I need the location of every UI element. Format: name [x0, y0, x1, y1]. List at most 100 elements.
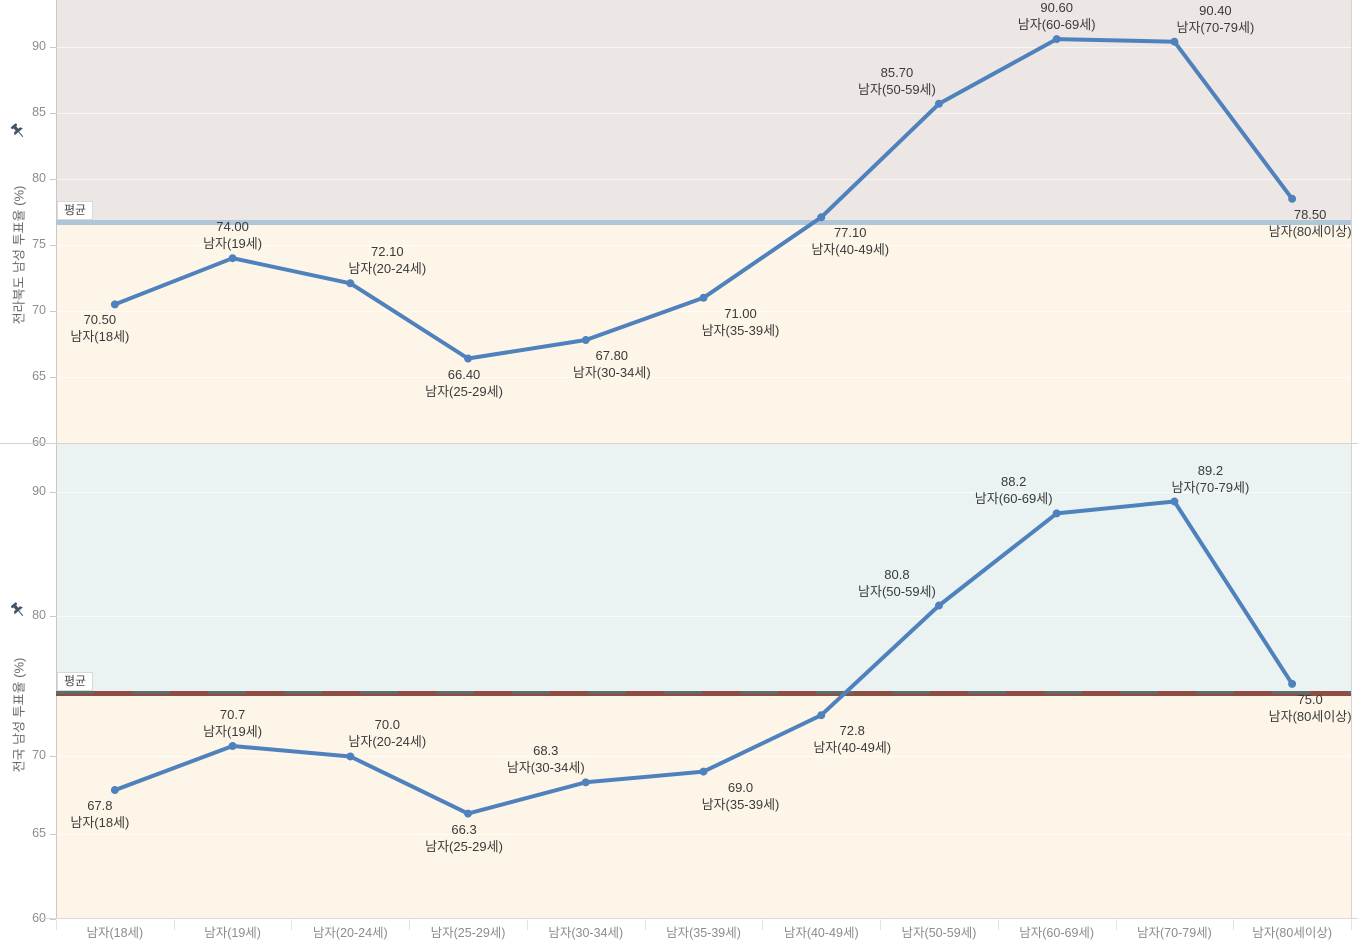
y-tick-label: 70 [32, 748, 46, 763]
data-point[interactable] [1052, 509, 1061, 518]
data-category: 남자(25-29세) [425, 383, 503, 399]
data-point[interactable] [1288, 194, 1297, 203]
average-line-label-bottom: 평균 [57, 672, 94, 692]
data-value: 72.10 [371, 244, 404, 260]
data-category: 남자(80세이상) [1268, 223, 1352, 239]
data-category: 남자(35-39세) [701, 796, 780, 812]
data-point[interactable] [110, 786, 119, 795]
data-point[interactable] [1170, 37, 1179, 46]
y-tick-label: 90 [32, 39, 46, 53]
data-category: 남자(80세이상) [1268, 708, 1352, 724]
x-tick-label: 남자(40-49세) [783, 926, 859, 940]
region-above-average [56, 0, 1351, 223]
y-tick-label: 90 [32, 484, 46, 499]
gridline [56, 113, 1351, 114]
data-category: 남자(20-24세) [348, 261, 427, 277]
data-value: 90.40 [1199, 2, 1232, 18]
data-point-label: 69.0 남자(35-39세) [702, 779, 780, 813]
gridline [56, 377, 1351, 378]
gridline [56, 47, 1351, 48]
gridline [56, 311, 1351, 312]
data-point-label: 70.0 남자(20-24세) [348, 716, 426, 750]
y-tick-label: 65 [32, 826, 46, 841]
x-tick-separator [291, 919, 293, 930]
y-tick-mark [50, 918, 56, 920]
data-category: 남자(30-34세) [572, 365, 651, 381]
data-point[interactable] [699, 293, 708, 302]
y-tick-label: 75 [32, 237, 46, 251]
x-tick-separator [1233, 919, 1235, 930]
data-point[interactable] [110, 300, 119, 309]
data-point-label: 68.3 남자(30-34세) [507, 742, 585, 776]
data-point-label: 70.7 남자(19세) [203, 706, 262, 740]
x-tick-label: 남자(70-79세) [1137, 926, 1212, 940]
data-point-label: 90.60 남자(60-69세) [1018, 0, 1096, 33]
data-value: 70.0 [374, 717, 400, 733]
data-category: 남자(50-59세) [858, 583, 936, 599]
data-point[interactable] [346, 279, 355, 288]
x-tick-separator [762, 919, 764, 930]
data-value: 80.8 [884, 566, 910, 582]
data-point[interactable] [464, 809, 473, 818]
data-category: 남자(20-24세) [348, 734, 427, 750]
x-tick-separator [644, 919, 646, 930]
data-point[interactable] [228, 742, 237, 751]
data-value: 74.00 [216, 219, 249, 235]
data-point[interactable] [699, 767, 708, 776]
data-value: 66.3 [451, 821, 477, 837]
data-value: 68.3 [533, 743, 559, 759]
average-line [56, 220, 1351, 226]
y-tick-mark [50, 47, 56, 48]
data-point[interactable] [1052, 35, 1061, 44]
y-tick-mark [50, 245, 56, 246]
data-category: 남자(40-49세) [811, 242, 890, 258]
data-point[interactable] [934, 99, 943, 108]
data-point[interactable] [346, 752, 355, 761]
data-point[interactable] [817, 711, 826, 720]
data-point-label: 72.8 남자(40-49세) [813, 722, 891, 756]
x-tick-label: 남자(18세) [86, 926, 144, 940]
data-value: 70.50 [83, 312, 117, 328]
y-tick-mark [50, 756, 56, 758]
data-value: 70.7 [219, 707, 246, 722]
data-point[interactable] [934, 601, 943, 610]
data-category: 남자(70-79세) [1171, 479, 1250, 495]
x-tick-label: 남자(60-69세) [1019, 926, 1095, 940]
gridline [56, 616, 1351, 618]
pin-icon[interactable] [9, 122, 27, 140]
data-value: 69.0 [727, 779, 754, 795]
y-tick-mark [50, 311, 56, 312]
data-category: 남자(60-69세) [974, 491, 1053, 507]
data-point-label: 80.8 남자(50-59세) [858, 566, 936, 600]
panel-divider [0, 443, 1358, 444]
gridline [56, 245, 1351, 246]
x-tick-label: 남자(80세이상) [1252, 926, 1332, 940]
data-point[interactable] [817, 213, 826, 222]
data-point[interactable] [464, 354, 473, 363]
y-tick-mark [50, 179, 56, 180]
data-value: 67.80 [595, 348, 629, 364]
y-tick-label: 85 [32, 105, 46, 119]
pin-icon[interactable] [9, 601, 27, 619]
data-point[interactable] [1170, 497, 1179, 506]
x-tick-separator [1115, 919, 1117, 930]
data-point[interactable] [581, 336, 590, 345]
data-point[interactable] [581, 778, 590, 787]
y-tick-label: 70 [32, 303, 46, 317]
data-value: 90.60 [1040, 0, 1073, 16]
y-tick-label: 65 [32, 369, 46, 383]
data-point-label: 67.8 남자(18세) [70, 797, 129, 831]
data-value: 85.70 [880, 64, 914, 80]
x-tick-label: 남자(25-29세) [430, 926, 506, 940]
average-line-label-top: 평균 [57, 201, 94, 221]
data-point-label: 88.2 남자(60-69세) [975, 473, 1053, 507]
x-tick-label: 남자(35-39세) [666, 926, 741, 940]
x-tick-label: 남자(50-59세) [901, 926, 977, 940]
data-category: 남자(30-34세) [506, 760, 585, 776]
data-category: 남자(18세) [70, 815, 130, 831]
data-point[interactable] [228, 254, 237, 263]
y-tick-mark [50, 616, 56, 618]
data-point-label: 71.00 남자(35-39세) [702, 305, 780, 339]
data-point[interactable] [1288, 679, 1297, 688]
